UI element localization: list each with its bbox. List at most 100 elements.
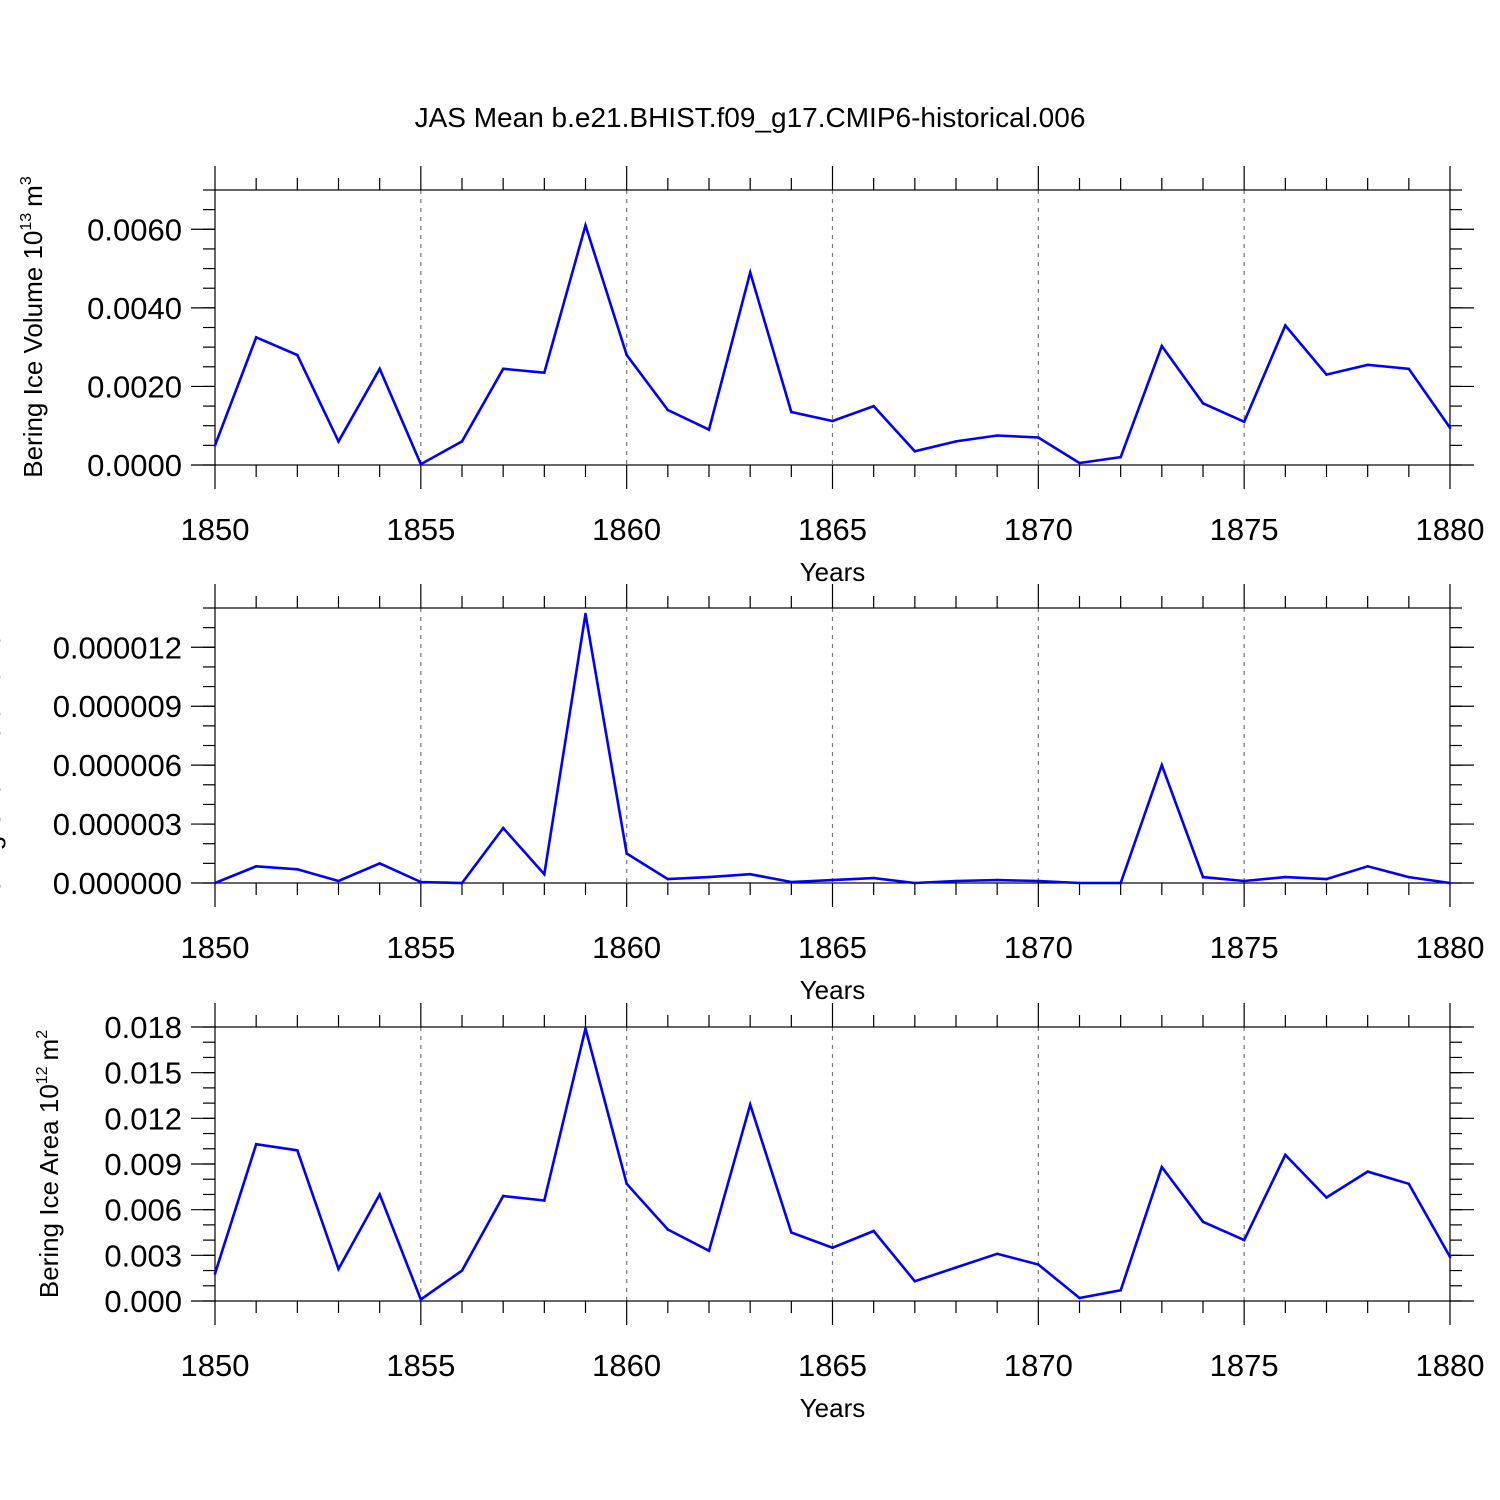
data-point xyxy=(748,872,752,876)
x-tick-label: 1875 xyxy=(1210,512,1279,547)
x-tick-label: 1870 xyxy=(1004,512,1073,547)
data-point xyxy=(748,271,752,274)
data-point xyxy=(748,1103,752,1106)
x-tick-label: 1855 xyxy=(386,512,455,547)
y-tick-label: 0.012 xyxy=(104,1101,182,1136)
data-point xyxy=(337,1267,340,1271)
panel-1: 1850 1855 1860 1865 1870 1875 1880 Years 0.0000 0… xyxy=(18,166,1484,587)
data-point xyxy=(378,367,381,371)
data-point xyxy=(1284,1153,1287,1157)
data-point xyxy=(1284,324,1287,327)
data-point xyxy=(1242,879,1246,883)
data-point xyxy=(995,878,999,882)
data-point xyxy=(831,878,834,882)
data-point xyxy=(1201,875,1205,879)
y-tick-label: 0.0060 xyxy=(87,212,182,247)
data-point xyxy=(584,612,587,616)
y-axis-title-unit: m xyxy=(0,588,6,610)
data-point xyxy=(1325,1196,1328,1199)
data-point xyxy=(1078,881,1081,885)
data-point xyxy=(913,449,917,453)
data-point xyxy=(1201,402,1205,405)
y-axis-title: Bering Snow Volume 1013m3 xyxy=(0,579,6,911)
data-point xyxy=(213,1272,217,1275)
data-point xyxy=(1119,455,1122,459)
y-tick-label: 0.015 xyxy=(104,1056,182,1091)
x-tick-label: 1880 xyxy=(1416,1348,1485,1383)
data-point xyxy=(1160,344,1164,348)
x-tick-label: 1850 xyxy=(181,1348,250,1383)
data-point xyxy=(584,224,587,227)
data-point xyxy=(543,371,546,374)
data-point xyxy=(1242,420,1246,424)
data-point xyxy=(419,1298,423,1301)
data-point xyxy=(296,1149,299,1152)
y-tick-label: 0.0040 xyxy=(87,291,182,326)
data-point xyxy=(296,867,299,871)
data-point xyxy=(543,872,546,876)
data-point xyxy=(501,367,505,371)
data-point xyxy=(1448,1255,1452,1259)
data-point xyxy=(213,881,217,885)
x-tick-label: 1875 xyxy=(1210,930,1279,965)
data-point xyxy=(419,880,423,884)
data-point xyxy=(790,880,793,884)
y-tick-label: 0.009 xyxy=(104,1147,182,1182)
data-point xyxy=(995,434,999,437)
data-point xyxy=(1284,875,1287,879)
data-point xyxy=(501,826,505,830)
data-point xyxy=(543,1199,546,1202)
data-point xyxy=(954,879,958,883)
x-axis-title: Years xyxy=(800,975,866,1005)
x-tick-label: 1855 xyxy=(386,1348,455,1383)
data-point xyxy=(213,444,217,447)
data-point xyxy=(378,862,381,865)
data-point xyxy=(1037,436,1040,439)
data-point xyxy=(1407,367,1411,371)
data-point xyxy=(1119,881,1122,885)
y-axis-title-exponent: 13 xyxy=(18,213,35,231)
data-point xyxy=(1078,1296,1081,1300)
data-point xyxy=(1119,1289,1122,1292)
y-axis-title-unit-exponent: 2 xyxy=(34,1030,51,1039)
data-point xyxy=(254,865,258,868)
x-tick-label: 1860 xyxy=(592,1348,661,1383)
data-point xyxy=(707,1249,711,1253)
x-axis-title: Years xyxy=(800,557,866,587)
data-point xyxy=(1160,763,1164,767)
panel-2: 1850 1855 1860 1865 1870 1875 1880 Years 0.00000… xyxy=(0,579,1485,1005)
x-tick-label: 1870 xyxy=(1004,1348,1073,1383)
x-tick-label: 1855 xyxy=(386,930,455,965)
data-point xyxy=(666,877,670,881)
data-point xyxy=(1242,1238,1246,1242)
data-point xyxy=(419,462,423,466)
data-point xyxy=(1078,461,1081,465)
data-point xyxy=(872,1229,875,1233)
data-point xyxy=(584,1027,587,1030)
y-tick-label: 0.000003 xyxy=(53,807,182,842)
data-point xyxy=(625,852,628,855)
data-point xyxy=(954,1266,958,1269)
data-point xyxy=(666,408,670,412)
data-point xyxy=(1366,1170,1369,1173)
x-tick-label: 1860 xyxy=(592,930,661,965)
y-tick-label: 0.0000 xyxy=(87,448,182,483)
data-point xyxy=(337,440,340,443)
data-point xyxy=(460,881,464,885)
x-tick-label: 1880 xyxy=(1416,930,1485,965)
data-point xyxy=(913,881,917,885)
data-point xyxy=(1448,426,1452,429)
x-tick-label: 1865 xyxy=(798,930,867,965)
data-point xyxy=(501,1194,505,1198)
data-point xyxy=(460,440,464,443)
x-tick-label: 1865 xyxy=(798,1348,867,1383)
y-tick-label: 0.0020 xyxy=(87,369,182,404)
data-point xyxy=(1407,1182,1411,1186)
y-tick-label: 0.018 xyxy=(104,1010,182,1045)
data-point xyxy=(625,353,628,357)
data-point xyxy=(1160,1165,1164,1169)
y-axis-title: Bering Ice Area 1012 m2 xyxy=(34,1030,64,1298)
y-axis-title: Bering Ice Volume 1013 m3 xyxy=(18,176,48,478)
data-point xyxy=(831,419,834,423)
data-point xyxy=(913,1279,917,1283)
